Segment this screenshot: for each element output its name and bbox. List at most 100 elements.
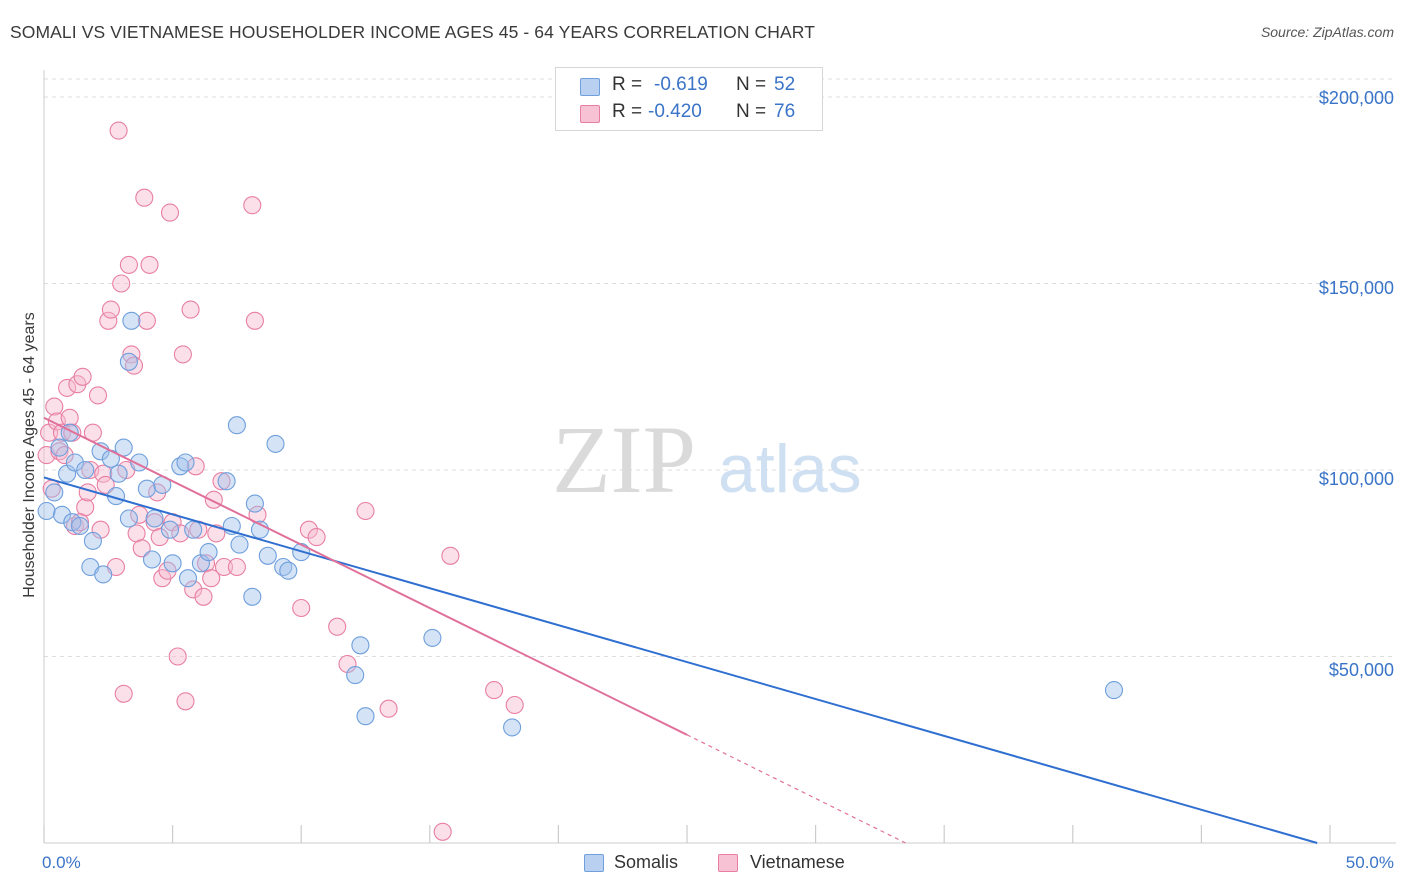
somali-point <box>178 569 198 588</box>
somali-point <box>184 520 203 539</box>
vietnamese-point <box>194 587 213 606</box>
vietnamese-point <box>122 345 141 364</box>
vietnamese-point <box>184 580 203 599</box>
somali-point <box>351 636 370 655</box>
vietnamese-point <box>114 684 133 703</box>
somali-point <box>119 509 138 528</box>
chart-title: SOMALI VS VIETNAMESE HOUSEHOLDER INCOME … <box>10 22 816 42</box>
vietnamese-point <box>73 367 92 386</box>
r-label: R = <box>612 74 643 95</box>
vietnamese-legend-icon <box>718 854 738 872</box>
vietnamese-point <box>505 695 524 715</box>
vietnamese-point <box>101 300 120 319</box>
somali-point <box>243 587 262 606</box>
vietnamese-point <box>485 681 504 700</box>
data-points <box>37 121 1124 841</box>
somali-point <box>52 505 72 524</box>
vietnamese-point <box>292 598 311 618</box>
vietnamese-point <box>94 464 113 483</box>
somali-point <box>1104 681 1124 700</box>
gridlines <box>44 78 1396 657</box>
vietnamese-point <box>135 188 154 207</box>
stats-row-vietnamese: R = -0.420 N = 76 <box>556 101 822 127</box>
somali-point <box>76 460 95 480</box>
x-tick-label-min: 0.0% <box>42 853 81 872</box>
y-tick-label-200000: $200,000 <box>1318 88 1394 108</box>
somali-point <box>163 554 182 573</box>
watermark-atlas: atlas <box>718 431 862 507</box>
vietnamese-point <box>99 311 118 330</box>
n-value-somalis: 52 <box>774 74 796 95</box>
somali-point <box>258 546 277 565</box>
stats-row-somalis: R = -0.619 N = 52 <box>556 74 822 100</box>
vietnamese-point <box>60 408 79 427</box>
vietnamese-point <box>176 692 195 711</box>
somali-point <box>199 543 218 562</box>
vietnamese-point <box>356 501 375 521</box>
vietnamese-point <box>109 121 128 140</box>
vietnamese-point <box>119 255 138 274</box>
vietnamese-swatch-icon <box>580 105 600 123</box>
somali-point <box>346 666 365 685</box>
n-value-vietnamese: 76 <box>774 101 796 122</box>
y-tick-label-50000: $50,000 <box>1328 660 1394 680</box>
vietnamese-point <box>181 300 200 319</box>
vietnamese-point <box>137 311 156 330</box>
vietnamese-point <box>433 822 452 841</box>
somali-point <box>245 494 264 513</box>
axes <box>43 70 1396 844</box>
vietnamese-point <box>130 505 149 524</box>
legend-item-somalis[interactable]: Somalis <box>584 852 694 876</box>
somali-point <box>119 352 138 371</box>
somali-point <box>266 434 285 453</box>
vietnamese-point <box>186 457 205 476</box>
vietnamese-point <box>243 196 262 215</box>
somali-point <box>70 516 90 536</box>
y-tick-label-100000: $100,000 <box>1318 469 1394 489</box>
r-value-somalis: -0.619 <box>654 74 708 95</box>
legend-label-vietnamese: Vietnamese <box>750 852 845 872</box>
somalis-trend-line <box>43 476 1318 844</box>
vietnamese-point <box>204 490 223 509</box>
watermark: ZIP atlas <box>552 406 862 513</box>
somali-point <box>217 472 236 491</box>
vietnamese-point <box>173 345 192 364</box>
vietnamese-point <box>112 274 131 293</box>
n-label: N = <box>736 101 767 122</box>
n-label: N = <box>736 74 767 95</box>
somali-point <box>94 565 113 584</box>
vietnamese-point <box>70 513 90 532</box>
source-label: Source: ZipAtlas.com <box>1260 24 1394 40</box>
x-tick-label-max: 50.0% <box>1345 853 1394 872</box>
vietnamese-point <box>150 528 169 547</box>
somali-point <box>122 311 141 330</box>
vietnamese-point <box>441 546 460 565</box>
vietnamese-point <box>45 397 64 416</box>
legend-item-vietnamese[interactable]: Vietnamese <box>718 852 858 876</box>
somali-point <box>45 483 64 502</box>
somali-point <box>145 509 164 528</box>
somali-point <box>142 550 162 569</box>
somali-point <box>176 453 195 472</box>
vietnamese-point <box>307 528 326 547</box>
vietnamese-point <box>227 557 246 577</box>
y-tick-label-150000: $150,000 <box>1318 278 1394 298</box>
vietnamese-point <box>140 255 159 274</box>
vietnamese-point <box>88 386 108 405</box>
somali-point <box>37 501 56 521</box>
somali-point <box>50 438 69 457</box>
y-axis-label: Householder Income Ages 45 - 64 years <box>21 312 38 598</box>
somali-point <box>230 535 249 554</box>
somali-point <box>65 453 84 472</box>
vietnamese-point <box>96 475 115 494</box>
trend-lines <box>43 416 1318 844</box>
stats-box: R = -0.619 N = 52 R = -0.420 N = 76 <box>555 67 823 131</box>
vietnamese-trend-line <box>43 416 688 736</box>
vietnamese-point <box>299 520 318 539</box>
vietnamese-point <box>58 378 77 397</box>
vietnamese-point <box>168 647 187 666</box>
somali-point <box>503 718 522 737</box>
somali-point <box>109 464 128 483</box>
watermark-zip: ZIP <box>552 406 696 513</box>
